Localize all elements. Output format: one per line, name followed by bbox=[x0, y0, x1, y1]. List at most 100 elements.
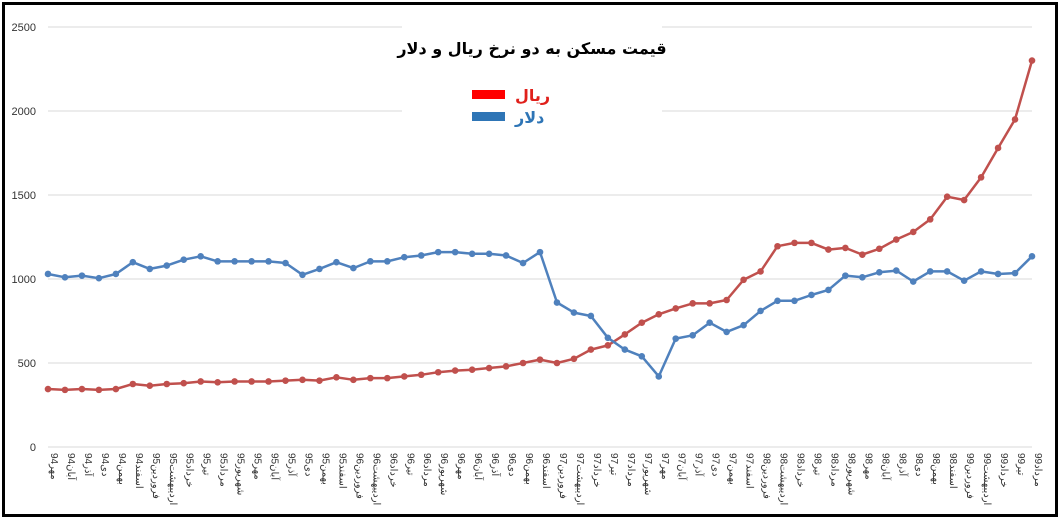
x-tick-label: تیر95 bbox=[201, 453, 212, 476]
data-point bbox=[451, 248, 459, 256]
data-point bbox=[468, 250, 476, 258]
data-point bbox=[299, 271, 306, 279]
x-tick-label: اردیبهشت97 bbox=[574, 453, 585, 505]
data-point bbox=[757, 307, 764, 315]
x-tick-label: فروردین97 bbox=[557, 453, 568, 499]
data-point bbox=[960, 196, 968, 204]
data-point bbox=[536, 248, 544, 256]
x-tick-label: تیر97 bbox=[608, 453, 619, 476]
data-point bbox=[977, 174, 985, 181]
data-point bbox=[282, 377, 289, 384]
x-tick-label: اسفند94 bbox=[133, 453, 144, 489]
data-point bbox=[892, 236, 900, 243]
data-point bbox=[604, 334, 612, 342]
x-tick-label: فروردین96 bbox=[353, 453, 364, 499]
x-tick-label: آبان94 bbox=[65, 453, 78, 481]
data-point bbox=[536, 356, 544, 363]
x-tick-label: شهریور98 bbox=[845, 453, 856, 495]
x-tick-label: مهر94 bbox=[48, 453, 59, 480]
data-point bbox=[350, 376, 357, 384]
data-point bbox=[163, 262, 171, 269]
data-point bbox=[757, 268, 764, 275]
data-point bbox=[808, 291, 815, 299]
data-point bbox=[129, 380, 137, 388]
x-tick-label: شهریور95 bbox=[235, 453, 246, 495]
data-point bbox=[384, 258, 391, 265]
data-point bbox=[977, 268, 985, 275]
data-point bbox=[333, 258, 340, 266]
data-point bbox=[553, 299, 561, 306]
x-tick-label: آبان97 bbox=[676, 453, 689, 481]
x-tick-label: تیر96 bbox=[404, 453, 415, 476]
x-tick-label: اردیبهشت96 bbox=[370, 453, 381, 505]
data-point bbox=[655, 310, 663, 318]
data-point bbox=[909, 228, 917, 236]
data-point bbox=[859, 251, 866, 258]
data-point bbox=[570, 355, 578, 363]
data-point bbox=[129, 258, 137, 266]
data-point bbox=[876, 268, 883, 276]
x-tick-label: خرداد96 bbox=[387, 453, 398, 488]
legend-label: ریال bbox=[515, 86, 550, 105]
data-point bbox=[95, 274, 103, 282]
data-point bbox=[672, 305, 680, 312]
data-point bbox=[112, 385, 120, 393]
x-tick-label: بهمن97 bbox=[727, 453, 738, 485]
y-tick-label: 500 bbox=[18, 358, 36, 370]
x-tick-label: آذر97 bbox=[693, 453, 706, 477]
data-point bbox=[774, 297, 781, 305]
x-tick-label: اردیبهشت99 bbox=[981, 453, 992, 505]
data-point bbox=[231, 258, 238, 265]
data-point bbox=[434, 248, 442, 256]
data-point bbox=[384, 374, 391, 382]
x-axis-ticks: مهر94 آبان94 آذر94 دی94 بهمن94 اسفند94 فروردین… bbox=[48, 453, 1043, 505]
data-point bbox=[638, 352, 646, 360]
chart-title: قیمت مسکن به دو نرخ ریال و دلار bbox=[396, 39, 666, 58]
data-point bbox=[994, 270, 1002, 278]
data-point bbox=[994, 144, 1002, 152]
x-tick-label: مهر96 bbox=[455, 453, 466, 480]
data-point bbox=[774, 242, 781, 250]
data-point bbox=[214, 258, 221, 265]
data-point bbox=[1028, 253, 1036, 260]
data-point bbox=[943, 193, 951, 200]
data-point bbox=[248, 378, 255, 385]
x-tick-label: مهر97 bbox=[659, 453, 670, 480]
data-point bbox=[943, 268, 951, 275]
x-tick-label: فروردین99 bbox=[964, 453, 975, 499]
data-point bbox=[909, 278, 917, 285]
data-point bbox=[706, 319, 713, 326]
data-point bbox=[621, 331, 629, 338]
data-point bbox=[926, 268, 934, 275]
data-point bbox=[842, 244, 849, 252]
data-point bbox=[892, 267, 900, 274]
x-tick-label: بهمن96 bbox=[523, 453, 534, 485]
x-tick-label: دی98 bbox=[913, 453, 924, 476]
x-tick-label: بهمن94 bbox=[116, 453, 127, 485]
data-point bbox=[791, 297, 798, 305]
data-point bbox=[316, 377, 323, 384]
data-point bbox=[689, 331, 696, 339]
y-tick-label: 1000 bbox=[12, 274, 36, 286]
x-tick-label: مرداد98 bbox=[828, 453, 839, 487]
legend-swatch bbox=[472, 112, 505, 121]
data-point bbox=[146, 265, 154, 273]
data-point bbox=[400, 373, 408, 380]
data-point bbox=[926, 216, 934, 223]
y-tick-label: 0 bbox=[30, 442, 36, 454]
series-points bbox=[44, 57, 1036, 394]
x-tick-label: بهمن95 bbox=[319, 453, 330, 485]
data-point bbox=[112, 270, 120, 278]
x-tick-label: مرداد97 bbox=[625, 453, 636, 487]
x-tick-label: خرداد98 bbox=[794, 453, 805, 488]
data-point bbox=[417, 252, 425, 259]
x-tick-label: بهمن98 bbox=[930, 453, 941, 485]
data-point bbox=[214, 379, 221, 386]
data-point bbox=[95, 386, 103, 394]
data-point bbox=[723, 296, 730, 304]
data-point bbox=[231, 378, 238, 385]
x-tick-label: آذر98 bbox=[896, 453, 909, 477]
x-tick-label: مرداد96 bbox=[421, 453, 432, 487]
data-point bbox=[740, 276, 747, 284]
data-point bbox=[1028, 57, 1036, 64]
